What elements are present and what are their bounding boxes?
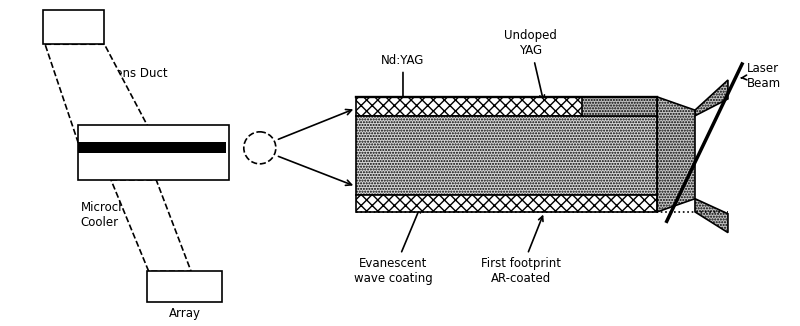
Bar [146, 271, 222, 302]
Bar [43, 10, 104, 44]
Polygon shape [695, 199, 728, 233]
Polygon shape [695, 80, 728, 116]
Text: Undoped
YAG: Undoped YAG [504, 29, 557, 100]
Text: Evanescent
wave coating: Evanescent wave coating [354, 208, 433, 285]
Bar [78, 125, 229, 180]
Bar [356, 195, 658, 212]
Text: Laser
Beam: Laser Beam [741, 62, 781, 90]
Text: Nd:YAG: Nd:YAG [382, 54, 425, 102]
Polygon shape [658, 97, 695, 212]
Text: First footprint
AR-coated: First footprint AR-coated [481, 216, 561, 285]
Bar [356, 97, 658, 116]
Polygon shape [45, 44, 156, 142]
Text: Lens Duct: Lens Duct [109, 67, 168, 80]
Polygon shape [111, 180, 191, 271]
Text: Microchannel
Cooler: Microchannel Cooler [81, 200, 159, 229]
Text: Pump
Light: Pump Light [379, 138, 422, 165]
Text: Diode
Array: Diode Array [167, 292, 202, 320]
Polygon shape [582, 97, 658, 116]
Bar [356, 116, 658, 195]
Bar [78, 142, 226, 153]
